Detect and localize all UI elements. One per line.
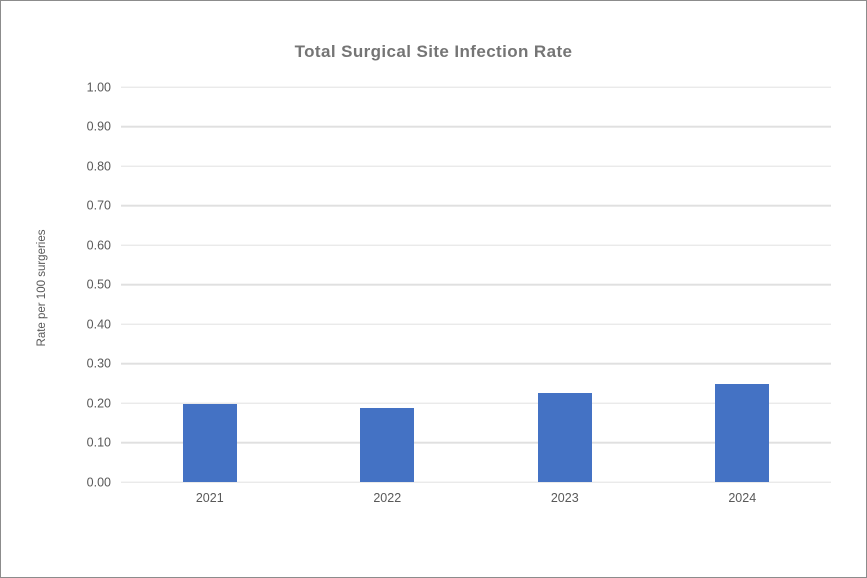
x-tick-label: 2023 bbox=[550, 491, 579, 505]
y-tick-label: 0.60 bbox=[86, 237, 111, 252]
y-tick-label: 0.90 bbox=[86, 119, 111, 134]
y-tick-label: 0.20 bbox=[86, 395, 111, 410]
bar-2023 bbox=[537, 392, 592, 482]
y-tick-label: 0.50 bbox=[86, 277, 111, 292]
gridline bbox=[121, 165, 831, 167]
x-tick-label: 2024 bbox=[728, 491, 757, 505]
bar-2021 bbox=[182, 404, 237, 482]
x-axis-labels: 2021 2022 2023 2024 bbox=[121, 492, 831, 508]
x-tick-label: 2021 bbox=[195, 491, 224, 505]
gridline bbox=[121, 244, 831, 246]
plot-area bbox=[121, 86, 831, 483]
chart-title: Total Surgical Site Infection Rate bbox=[294, 42, 573, 61]
bar-2024 bbox=[715, 383, 770, 482]
y-axis-ticks: 0.00 0.10 0.20 0.30 0.40 0.50 0.60 0.70 0.80 0.90… bbox=[59, 81, 111, 488]
gridline bbox=[121, 441, 831, 444]
y-tick-label: 0.80 bbox=[86, 158, 111, 173]
gridline bbox=[121, 204, 831, 207]
gridline bbox=[121, 125, 831, 128]
gridline bbox=[121, 481, 831, 483]
y-tick-label: 0.10 bbox=[86, 435, 111, 450]
x-tick-label: 2022 bbox=[373, 491, 402, 505]
y-tick-label: 0.40 bbox=[86, 316, 111, 331]
gridline bbox=[121, 402, 831, 404]
y-tick-label: 0.70 bbox=[86, 198, 111, 213]
y-axis-title-text: Rate per 100 surgeries bbox=[36, 229, 48, 347]
y-tick-label: 0.30 bbox=[86, 356, 111, 371]
gridline bbox=[121, 283, 831, 286]
gridline bbox=[121, 86, 831, 88]
y-tick-label: 0.00 bbox=[86, 474, 111, 489]
bar-2022 bbox=[360, 408, 415, 482]
gridline bbox=[121, 323, 831, 325]
y-tick-label: 1.00 bbox=[86, 79, 111, 94]
gridline bbox=[121, 362, 831, 365]
